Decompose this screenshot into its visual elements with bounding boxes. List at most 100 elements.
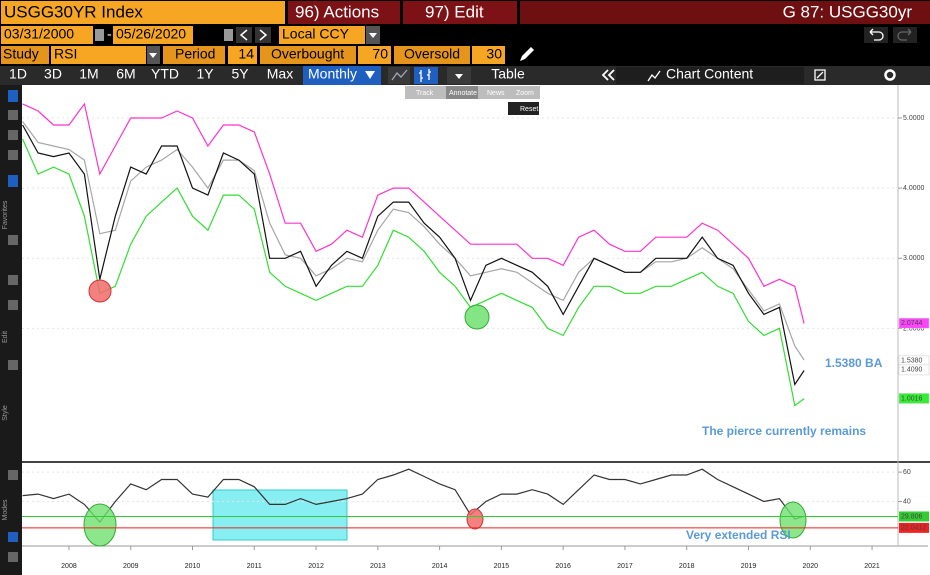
annotate-button[interactable]: [446, 86, 478, 99]
edit-button[interactable]: [403, 1, 517, 24]
calendar-icon[interactable]: [224, 29, 233, 41]
settings-icon[interactable]: [884, 69, 896, 81]
draw-tool[interactable]: [8, 360, 18, 370]
overbought-input[interactable]: [358, 46, 391, 64]
next-arrow: [259, 29, 268, 41]
actions[interactable]: 96) Actions: [295, 2, 379, 21]
collapse-icon[interactable]: [601, 69, 615, 81]
frequency[interactable]: Monthly: [308, 66, 357, 82]
period-button[interactable]: 1Y: [196, 66, 214, 82]
x-tick-label: 2011: [247, 563, 262, 570]
draw-tool[interactable]: [8, 300, 18, 310]
y-tick-label: 2.0000: [903, 325, 925, 332]
panel-divider[interactable]: [22, 461, 930, 463]
calendar-icon[interactable]: [95, 29, 104, 41]
value-badge-label: 2.0744: [901, 320, 923, 327]
y-tick-label: 40: [903, 498, 911, 505]
security-input[interactable]: [1, 1, 285, 24]
period-button[interactable]: 6M: [116, 66, 135, 82]
series-line: [22, 121, 805, 361]
period-button[interactable]: 3D: [44, 66, 62, 82]
period-button[interactable]: 1D: [9, 66, 27, 82]
oversold-label: Oversold: [404, 46, 460, 62]
study[interactable]: RSI: [54, 46, 77, 62]
edit[interactable]: 97) Edit: [425, 2, 484, 21]
pointer-tool[interactable]: [8, 90, 18, 102]
value-badge-label: 1.0016: [901, 395, 923, 402]
dropdown-arrow: [369, 33, 377, 38]
end-date[interactable]: 05/26/2020: [116, 26, 186, 42]
y-tick-label: 5.0000: [903, 115, 925, 122]
security[interactable]: USGG30YR Index: [4, 2, 143, 21]
study-label: Study: [3, 46, 39, 62]
edit-icon[interactable]: [814, 69, 826, 81]
x-tick-label: 2017: [617, 563, 633, 570]
draw-tool[interactable]: [8, 110, 18, 120]
draw-tool[interactable]: [8, 175, 18, 187]
oversold-label-box: [394, 46, 470, 64]
oversold[interactable]: 30: [486, 46, 502, 62]
reset[interactable]: Reset: [520, 106, 538, 113]
value-badge-label: 22.0412: [901, 525, 926, 532]
series-line: [22, 102, 805, 324]
value-badge: [898, 364, 930, 376]
value-badge-label: 1.4090: [901, 367, 923, 374]
x-tick-label: 2020: [802, 563, 818, 570]
news-button[interactable]: News: [487, 90, 505, 97]
line-icon: [391, 69, 408, 81]
bar-chart-button[interactable]: [414, 67, 438, 84]
reset-button[interactable]: [508, 102, 539, 115]
x-tick-label: 2014: [432, 563, 448, 570]
period-button[interactable]: 1M: [79, 66, 98, 82]
mode-tool[interactable]: [8, 552, 18, 562]
prev-button[interactable]: [236, 27, 252, 43]
mode-tool[interactable]: [8, 532, 18, 542]
dropdown-arrow: [365, 71, 375, 79]
draw-tool[interactable]: [8, 150, 18, 160]
draw-tool[interactable]: [8, 275, 18, 285]
frequency-button[interactable]: [303, 66, 381, 85]
period[interactable]: 14: [238, 46, 254, 62]
start-date-input[interactable]: [1, 26, 93, 44]
y-tick-label: 60: [903, 469, 911, 476]
pencil-icon[interactable]: [520, 47, 534, 61]
zoom-button[interactable]: Zoom: [516, 90, 534, 97]
period-button[interactable]: 5Y: [231, 66, 249, 82]
currency-input[interactable]: [279, 26, 365, 44]
study-input[interactable]: [51, 46, 146, 64]
track-button[interactable]: Track: [416, 90, 434, 97]
value-badge: [899, 511, 929, 522]
value-badge-label: 29.806: [901, 513, 923, 520]
highlight-circle: [83, 503, 117, 547]
start-date[interactable]: 03/31/2000: [4, 26, 74, 42]
redo-icon: [897, 28, 912, 41]
chart-content-button[interactable]: [616, 67, 804, 84]
chart-content[interactable]: Chart Content: [666, 66, 753, 82]
x-tick-label: 2013: [370, 563, 386, 570]
annotation: 1.5380 BA: [825, 356, 883, 370]
currency[interactable]: Local CCY: [282, 26, 350, 42]
next-button[interactable]: [255, 27, 271, 43]
series-line: [22, 468, 805, 524]
period-button[interactable]: YTD: [151, 66, 179, 82]
overbought[interactable]: 70: [372, 46, 388, 62]
overbought-label: Overbought: [271, 46, 344, 62]
highlight-circle: [464, 304, 490, 330]
actions-button[interactable]: [288, 1, 400, 24]
period-button[interactable]: Max: [267, 66, 293, 82]
mode-tool[interactable]: [8, 470, 18, 480]
draw-tool[interactable]: [8, 130, 18, 140]
table-button[interactable]: Table: [491, 66, 525, 82]
side-label: Style: [2, 405, 9, 421]
draw-tool[interactable]: [8, 235, 18, 245]
period-input[interactable]: [228, 46, 257, 64]
side-label: Edit: [2, 331, 9, 343]
oversold-input[interactable]: [472, 46, 505, 64]
plot: [22, 102, 898, 524]
annotate-label[interactable]: Annotate: [449, 90, 477, 97]
end-date-input[interactable]: [113, 26, 193, 44]
date-separator: -: [107, 26, 112, 42]
annotation: Very extended RSI: [686, 528, 791, 542]
